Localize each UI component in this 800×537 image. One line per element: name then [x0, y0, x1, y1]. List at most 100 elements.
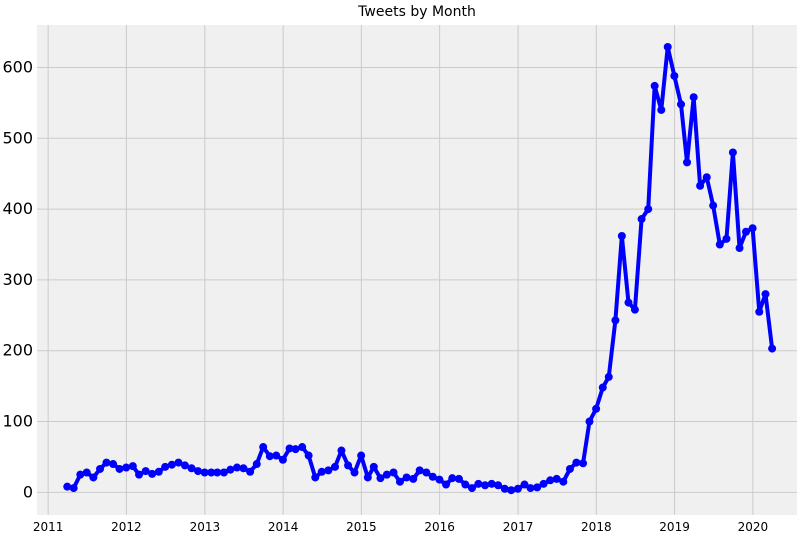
data-point: [598, 383, 607, 392]
data-point: [317, 467, 326, 476]
data-point: [454, 474, 463, 483]
data-point: [324, 466, 333, 475]
data-point: [481, 481, 490, 490]
data-point: [115, 464, 124, 473]
x-tick-label: 2016: [424, 520, 455, 534]
data-point: [382, 470, 391, 479]
data-point: [741, 227, 750, 236]
data-point: [474, 479, 483, 488]
data-point: [402, 473, 411, 482]
chart-title: Tweets by Month: [358, 4, 476, 20]
data-point: [363, 473, 372, 482]
data-point: [735, 244, 744, 253]
x-tick-label: 2017: [503, 520, 534, 534]
data-point: [109, 460, 118, 469]
data-point: [96, 464, 105, 473]
data-point: [539, 479, 548, 488]
data-point: [207, 468, 216, 477]
data-point: [259, 443, 268, 452]
data-point: [272, 451, 281, 460]
data-point: [670, 71, 679, 80]
data-point: [82, 468, 91, 477]
data-point: [337, 446, 346, 455]
data-point: [89, 473, 98, 482]
y-tick-label: 300: [2, 270, 33, 289]
data-point: [461, 480, 470, 489]
data-point: [200, 468, 209, 477]
data-point: [748, 224, 757, 233]
data-point: [389, 468, 398, 477]
data-point: [219, 468, 228, 477]
data-point: [357, 451, 366, 460]
data-point: [546, 476, 555, 485]
data-point: [311, 473, 320, 482]
data-point: [487, 479, 496, 488]
data-point: [677, 100, 686, 109]
data-point: [630, 305, 639, 314]
y-tick-label: 400: [2, 199, 33, 218]
data-point: [683, 158, 692, 167]
data-point: [435, 475, 444, 484]
data-point: [657, 105, 666, 114]
data-point: [233, 463, 242, 472]
data-point: [194, 467, 202, 476]
data-point: [617, 232, 626, 241]
data-point: [102, 458, 111, 467]
data-point: [722, 234, 731, 243]
data-point: [702, 173, 711, 182]
data-point: [141, 467, 150, 476]
data-point: [559, 477, 568, 486]
data-point: [637, 215, 646, 224]
data-point: [663, 42, 672, 51]
x-tick-label: 2020: [738, 520, 769, 534]
x-tick-label: 2015: [346, 520, 377, 534]
data-point: [246, 467, 255, 476]
x-tick-label: 2012: [111, 520, 142, 534]
x-tick-label: 2011: [33, 520, 64, 534]
data-point: [442, 480, 451, 489]
y-tick-label: 600: [2, 57, 33, 76]
data-point: [376, 474, 385, 483]
data-point: [565, 464, 574, 473]
data-point: [422, 468, 431, 477]
data-point: [604, 372, 613, 381]
data-point: [285, 444, 294, 453]
x-tick-label: 2019: [659, 520, 690, 534]
data-point: [761, 290, 770, 299]
data-point: [467, 484, 476, 493]
data-point: [369, 462, 378, 471]
data-point: [298, 443, 307, 452]
data-point: [533, 483, 542, 492]
data-point: [161, 462, 170, 471]
data-point: [507, 486, 516, 495]
data-point: [69, 484, 78, 493]
data-point: [728, 148, 737, 157]
data-point: [331, 462, 339, 471]
data-point: [448, 474, 457, 483]
x-tick-label: 2014: [268, 520, 299, 534]
data-point: [180, 461, 189, 470]
data-point: [63, 482, 72, 491]
y-tick-label: 200: [2, 341, 33, 360]
data-point: [187, 464, 196, 473]
data-point: [344, 461, 353, 470]
x-tick-label: 2013: [190, 520, 221, 534]
data-point: [167, 460, 176, 469]
data-point: [304, 451, 313, 460]
data-point: [226, 465, 235, 474]
data-point: [552, 474, 561, 483]
data-point: [239, 464, 248, 473]
y-tick-label: 500: [2, 128, 33, 147]
data-point: [415, 466, 424, 475]
data-point: [252, 460, 261, 469]
data-point: [428, 472, 437, 481]
data-point: [494, 481, 503, 490]
data-point: [585, 417, 594, 426]
data-point: [709, 201, 718, 210]
data-point: [213, 468, 222, 477]
data-point: [572, 458, 581, 467]
data-point: [154, 467, 163, 476]
x-tick-label: 2018: [581, 520, 612, 534]
